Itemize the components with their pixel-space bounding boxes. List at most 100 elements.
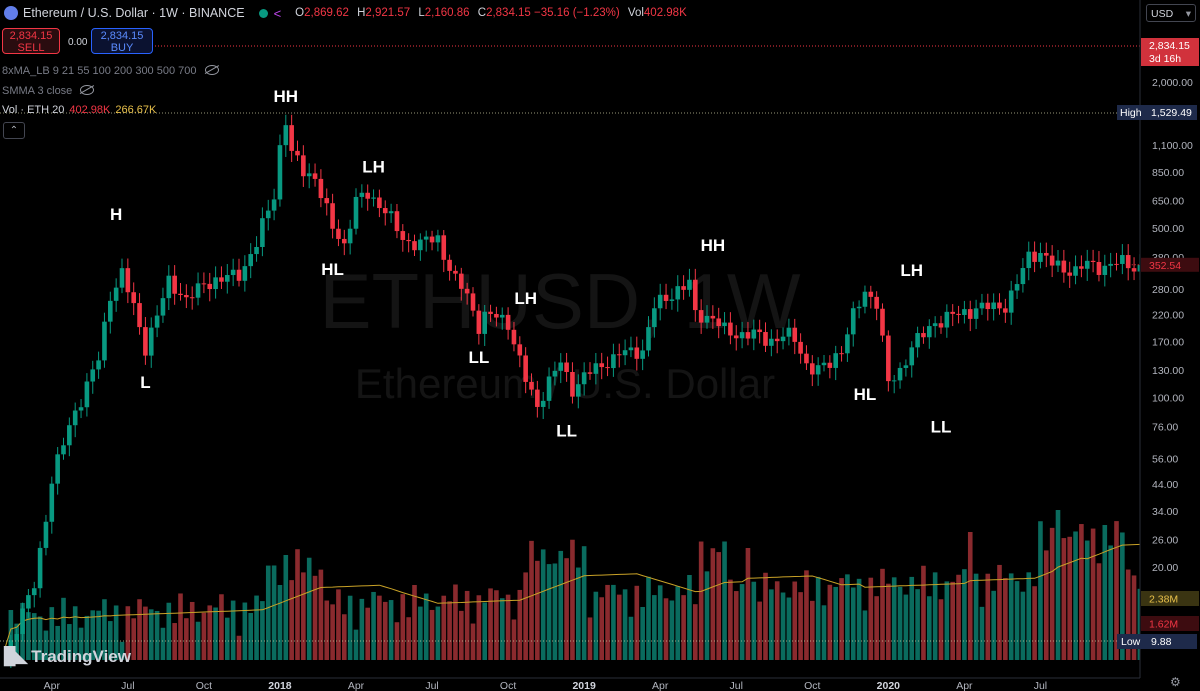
candle-body xyxy=(657,294,663,309)
symbol-title[interactable]: Ethereum / U.S. Dollar · 1W · BINANCE xyxy=(23,6,245,20)
volume-bar xyxy=(1079,524,1084,660)
volume-bar xyxy=(973,573,979,660)
candle-body xyxy=(137,303,142,328)
volume-bar xyxy=(757,601,762,660)
candle-body xyxy=(125,268,131,293)
price-candle xyxy=(441,230,447,273)
price-candle xyxy=(710,305,716,329)
price-candle xyxy=(1032,241,1037,273)
volume-bar xyxy=(271,565,277,660)
time-tick-label: 2020 xyxy=(877,680,901,691)
price-candle xyxy=(400,224,406,252)
price-candle xyxy=(745,322,751,346)
candle-body xyxy=(172,275,177,294)
candle-body xyxy=(225,275,230,282)
price-candle xyxy=(1049,245,1055,278)
price-candle xyxy=(546,367,552,409)
price-candle xyxy=(845,327,850,362)
volume-bar xyxy=(131,618,136,660)
candle-body xyxy=(184,294,189,298)
hidden-eye-icon[interactable] xyxy=(80,85,95,95)
volume-indicator-legend[interactable]: Vol · ETH 20 402.98K 266.67K xyxy=(2,104,156,116)
volume-bar xyxy=(377,595,382,660)
volume-bar xyxy=(599,597,604,660)
price-candle xyxy=(874,291,879,321)
collapse-legend-button[interactable]: ⌃ xyxy=(3,122,25,139)
price-candle xyxy=(119,258,125,294)
volume-bar xyxy=(102,599,107,660)
price-candle xyxy=(1073,255,1078,285)
price-candle xyxy=(49,476,55,534)
price-candle xyxy=(55,447,60,495)
ma-indicator-legend[interactable]: 8xMA_LB 9 21 55 100 200 300 500 700 xyxy=(2,64,219,77)
volume-bar xyxy=(810,600,815,660)
volume-bar xyxy=(172,623,177,660)
candle-body xyxy=(646,327,651,351)
price-candle xyxy=(178,283,183,301)
currency-select[interactable]: USD xyxy=(1146,4,1196,23)
smma-indicator-label: SMMA 3 close xyxy=(2,85,73,97)
volume-bar xyxy=(815,576,821,660)
price-candle xyxy=(324,188,330,216)
candle-body xyxy=(189,297,195,299)
price-candle xyxy=(488,304,493,322)
price-candle xyxy=(277,134,283,207)
candle-body xyxy=(587,372,593,374)
hidden-eye-icon[interactable] xyxy=(204,65,219,75)
volume-bar xyxy=(26,612,31,660)
price-candle xyxy=(552,361,558,386)
price-candle xyxy=(476,304,482,345)
volume-bar xyxy=(254,595,259,660)
candle-body xyxy=(277,145,283,200)
candle-body xyxy=(956,313,961,315)
volume-bar xyxy=(1014,581,1020,660)
candle-body xyxy=(359,192,365,197)
candle-body xyxy=(1044,252,1049,256)
candle-body xyxy=(494,313,499,318)
price-candle xyxy=(681,275,686,300)
candle-body xyxy=(43,521,49,548)
candle-body xyxy=(886,335,891,382)
price-candle xyxy=(587,362,593,380)
candle-body xyxy=(850,308,856,335)
price-candle xyxy=(67,417,72,457)
volume-bar xyxy=(295,549,300,660)
candle-body xyxy=(377,197,382,209)
volume-bar xyxy=(605,584,610,660)
time-tick-label: Jul xyxy=(1034,680,1047,691)
candle-body xyxy=(663,294,669,301)
price-tick-label: 100.00 xyxy=(1152,392,1184,404)
replay-icon[interactable]: < xyxy=(273,5,282,21)
candle-body xyxy=(230,269,236,276)
volume-bar xyxy=(546,564,552,660)
swing-label: LH xyxy=(362,158,385,177)
volume-bar xyxy=(652,595,657,660)
volume-bar xyxy=(681,595,686,660)
volume-bar xyxy=(225,617,230,660)
volume-ma-line xyxy=(4,543,1146,649)
candle-body xyxy=(324,198,330,204)
volume-bar xyxy=(856,578,862,660)
volume-bar xyxy=(804,570,809,660)
candle-body xyxy=(283,125,289,146)
sell-button[interactable]: 2,834.15 SELL xyxy=(2,28,60,54)
price-tick-label: 280.00 xyxy=(1152,284,1184,296)
price-candle xyxy=(967,300,973,332)
time-tick-label: Oct xyxy=(196,680,212,691)
volume-bar xyxy=(1020,591,1026,660)
candle-body xyxy=(535,389,540,407)
buy-button[interactable]: 2,834.15 BUY xyxy=(91,28,153,54)
smma-indicator-legend[interactable]: SMMA 3 close xyxy=(2,84,95,97)
gear-icon[interactable]: ⚙ xyxy=(1170,675,1181,689)
volume-bar xyxy=(763,572,768,660)
price-tick-label: 170.00 xyxy=(1152,337,1184,349)
price-candle xyxy=(850,301,856,347)
candle-body xyxy=(20,608,25,635)
volume-bar xyxy=(90,610,96,660)
candle-body xyxy=(909,347,915,366)
volume-bar xyxy=(148,609,154,660)
volume-bar xyxy=(1084,540,1090,660)
candle-body xyxy=(1032,251,1037,262)
volume-bar xyxy=(1038,521,1043,660)
